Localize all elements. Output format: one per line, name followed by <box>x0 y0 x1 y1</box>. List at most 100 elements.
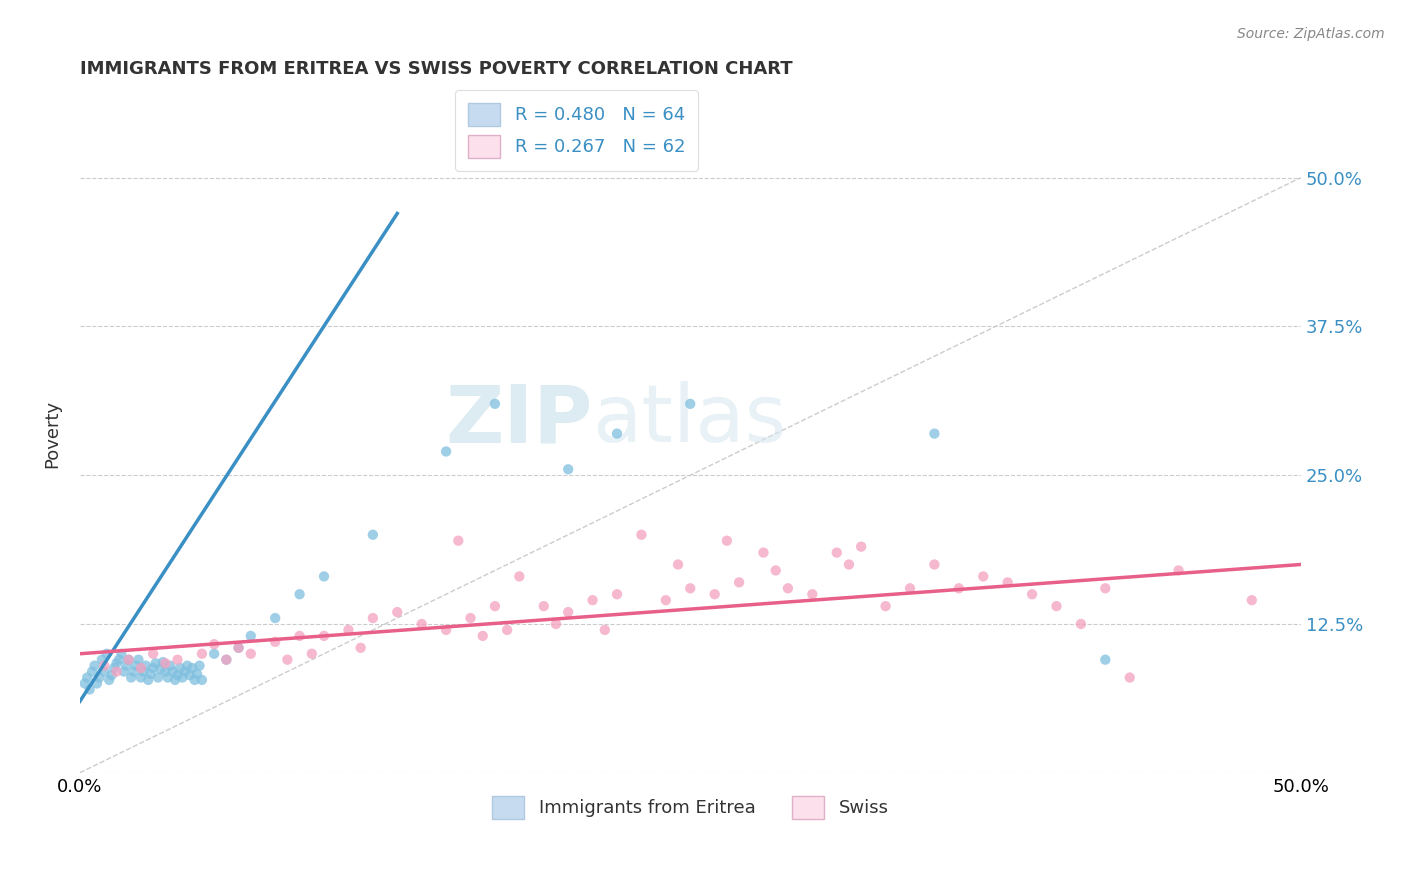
Point <box>484 397 506 411</box>
Point <box>849 540 872 554</box>
Point <box>508 569 530 583</box>
Point <box>142 647 165 661</box>
Point <box>146 671 169 685</box>
Point <box>434 623 457 637</box>
Point <box>118 653 141 667</box>
Point <box>337 623 360 637</box>
Point <box>838 558 860 572</box>
Text: atlas: atlas <box>592 381 787 459</box>
Point <box>155 665 177 679</box>
Point <box>312 569 335 583</box>
Point <box>80 665 103 679</box>
Legend: Immigrants from Eritrea, Swiss: Immigrants from Eritrea, Swiss <box>479 783 901 831</box>
Point <box>728 575 751 590</box>
Point <box>125 658 148 673</box>
Point <box>162 665 184 679</box>
Point <box>239 629 262 643</box>
Point <box>136 673 159 687</box>
Point <box>557 605 579 619</box>
Point <box>1021 587 1043 601</box>
Point <box>108 653 131 667</box>
Point <box>183 673 205 687</box>
Point <box>118 653 141 667</box>
Point <box>447 533 470 548</box>
Point <box>997 575 1019 590</box>
Point <box>593 623 616 637</box>
Point <box>703 587 725 601</box>
Point <box>202 637 225 651</box>
Point <box>1240 593 1263 607</box>
Point <box>264 635 287 649</box>
Point <box>581 593 603 607</box>
Point <box>159 658 181 673</box>
Point <box>801 587 824 601</box>
Point <box>1119 671 1142 685</box>
Point <box>202 647 225 661</box>
Point <box>875 599 897 614</box>
Point <box>112 665 135 679</box>
Point <box>1045 599 1067 614</box>
Point <box>484 599 506 614</box>
Point <box>496 623 519 637</box>
Point <box>1094 653 1116 667</box>
Point <box>79 682 101 697</box>
Point <box>165 673 187 687</box>
Point <box>776 582 799 596</box>
Point <box>132 665 155 679</box>
Point <box>411 617 433 632</box>
Text: IMMIGRANTS FROM ERITREA VS SWISS POVERTY CORRELATION CHART: IMMIGRANTS FROM ERITREA VS SWISS POVERTY… <box>80 60 793 78</box>
Point <box>460 611 482 625</box>
Point <box>120 671 142 685</box>
Point <box>176 658 198 673</box>
Point <box>557 462 579 476</box>
Text: Source: ZipAtlas.com: Source: ZipAtlas.com <box>1237 27 1385 41</box>
Point <box>765 564 787 578</box>
Point <box>1094 582 1116 596</box>
Point <box>103 661 125 675</box>
Point <box>166 653 188 667</box>
Point <box>105 657 128 671</box>
Point <box>156 671 179 685</box>
Point <box>312 629 335 643</box>
Point <box>149 662 172 676</box>
Point <box>83 658 105 673</box>
Text: ZIP: ZIP <box>446 381 592 459</box>
Point <box>825 545 848 559</box>
Point <box>361 527 384 541</box>
Point <box>228 640 250 655</box>
Point <box>135 658 157 673</box>
Point <box>139 667 162 681</box>
Point <box>142 661 165 675</box>
Point <box>129 671 152 685</box>
Point <box>96 647 118 661</box>
Point <box>100 668 122 682</box>
Point <box>215 653 238 667</box>
Point <box>181 661 204 675</box>
Point <box>73 676 96 690</box>
Point <box>288 629 311 643</box>
Point <box>155 657 177 671</box>
Point <box>191 673 214 687</box>
Point <box>387 605 409 619</box>
Point <box>655 593 678 607</box>
Point <box>93 665 115 679</box>
Point <box>471 629 494 643</box>
Point <box>630 527 652 541</box>
Point <box>679 582 702 596</box>
Point <box>93 658 115 673</box>
Point <box>239 647 262 661</box>
Point <box>948 582 970 596</box>
Point <box>127 653 149 667</box>
Y-axis label: Poverty: Poverty <box>44 400 60 467</box>
Point <box>350 640 373 655</box>
Point <box>716 533 738 548</box>
Point <box>752 545 775 559</box>
Point <box>105 665 128 679</box>
Point <box>288 587 311 601</box>
Point <box>98 673 121 687</box>
Point <box>1167 564 1189 578</box>
Point <box>188 658 211 673</box>
Point <box>186 667 208 681</box>
Point <box>90 653 112 667</box>
Point <box>361 611 384 625</box>
